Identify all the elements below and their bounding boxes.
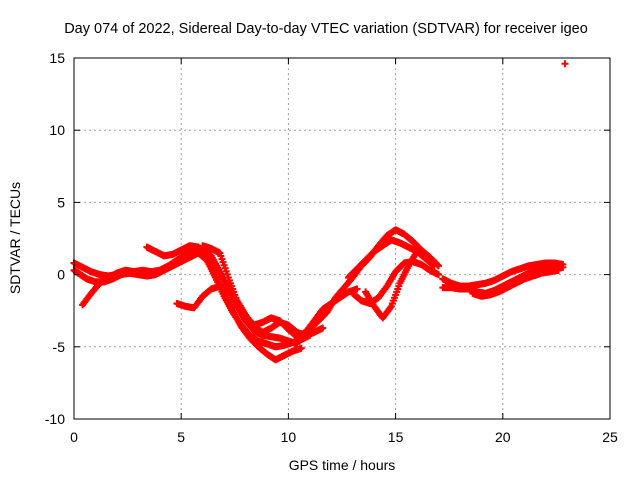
data-point: [555, 266, 563, 274]
chart-title: Day 074 of 2022, Sidereal Day-to-day VTE…: [64, 21, 588, 37]
x-tick-label: 10: [281, 429, 297, 445]
x-tick-label: 20: [495, 429, 511, 445]
data-point: [430, 262, 438, 270]
data-point: [139, 269, 147, 277]
x-tick-label: 25: [602, 429, 618, 445]
data-point: [319, 324, 327, 332]
data-point: [434, 271, 442, 279]
y-tick-label: 5: [57, 194, 65, 210]
grid-lines: [74, 58, 610, 419]
x-tick-label: 5: [177, 429, 185, 445]
axis-ticks: 0 5 10 15 20 25 -10 -5 0 5 10 15: [45, 50, 618, 445]
y-tick-label: 15: [49, 50, 65, 66]
x-tick-label: 15: [388, 429, 404, 445]
data-point: [353, 285, 361, 293]
data-point: [561, 60, 569, 68]
data-point: [559, 260, 567, 268]
x-axis-label: GPS time / hours: [289, 457, 396, 473]
data-point: [297, 344, 305, 352]
data-points: [70, 60, 569, 364]
y-tick-label: -10: [45, 411, 65, 427]
y-tick-label: 0: [57, 267, 65, 283]
x-tick-label: 0: [70, 429, 78, 445]
y-tick-label: 10: [49, 122, 65, 138]
plot-frame: [73, 57, 611, 420]
y-tick-label: -5: [53, 339, 66, 355]
y-axis-label: SDTVAR / TECUs: [7, 182, 23, 294]
